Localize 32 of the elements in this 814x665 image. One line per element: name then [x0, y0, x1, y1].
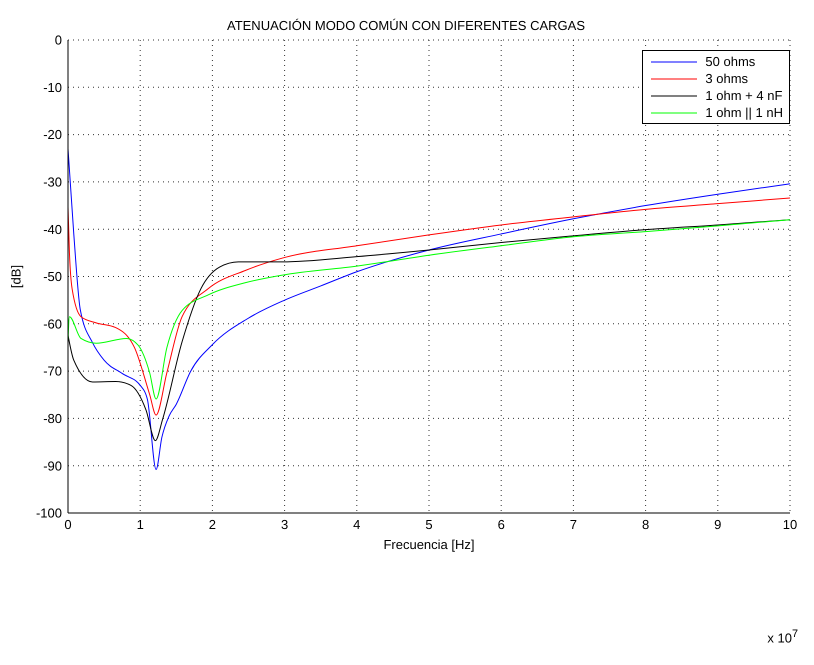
y-tick-label: -10	[43, 80, 62, 95]
x-tick-label: 7	[570, 517, 578, 532]
y-tick-label: -100	[36, 506, 62, 521]
x-tick-label: 9	[714, 517, 722, 532]
x-tick-label: 8	[642, 517, 650, 532]
legend-label: 50 ohms	[705, 53, 756, 70]
legend-label: 1 ohm || 1 nH	[705, 104, 783, 121]
y-tick-label: -50	[43, 269, 62, 284]
y-axis-title: [dB]	[8, 264, 24, 288]
y-tick-label: -60	[43, 316, 62, 332]
x-tick-label: 4	[353, 517, 360, 532]
line-series	[68, 219, 790, 400]
text: x 10$^{7}$	[767, 628, 798, 645]
x-axis-title: Frecuencia [Hz]	[383, 537, 475, 552]
x-tick-label: 10	[782, 517, 798, 532]
x-tick-label: 1	[136, 517, 144, 532]
x-tick-label: 2	[208, 517, 216, 532]
y-tick-label: 0	[54, 32, 62, 48]
y-tick-label: -70	[43, 364, 62, 379]
y-tick-label: -30	[43, 174, 62, 190]
y-tick-label: -80	[43, 411, 62, 426]
x-tick-label: 5	[425, 517, 433, 532]
legend-label: 1 ohm + 4 nF	[705, 87, 782, 104]
x-tick-label: 0	[64, 517, 72, 532]
y-tick-label: -20	[43, 127, 62, 142]
x-tick-label: 6	[498, 517, 505, 532]
legend-label: 3 ohms	[705, 70, 748, 87]
chart-title: ATENUACIÓN MODO COMÚN CON DIFERENTES CARGAS	[226, 18, 586, 33]
y-tick-label: -40	[43, 222, 62, 237]
line-series	[68, 197, 790, 416]
x-tick-label: 3	[280, 517, 288, 532]
y-tick-label: -90	[43, 458, 62, 474]
